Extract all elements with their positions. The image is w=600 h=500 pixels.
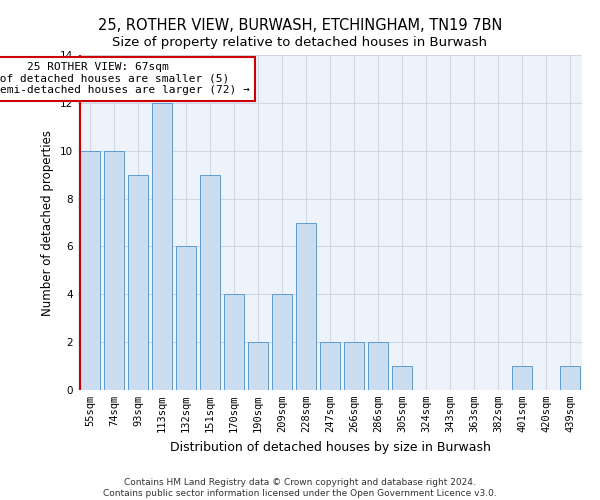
Bar: [176, 246, 196, 390]
Text: Contains HM Land Registry data © Crown copyright and database right 2024.
Contai: Contains HM Land Registry data © Crown c…: [103, 478, 497, 498]
Text: 25 ROTHER VIEW: 67sqm
← 6% of detached houses are smaller (5)
94% of semi-detach: 25 ROTHER VIEW: 67sqm ← 6% of detached h…: [0, 62, 250, 96]
X-axis label: Distribution of detached houses by size in Burwash: Distribution of detached houses by size …: [170, 440, 490, 454]
Bar: [152, 103, 172, 390]
Bar: [128, 174, 148, 390]
Y-axis label: Number of detached properties: Number of detached properties: [41, 130, 55, 316]
Bar: [248, 342, 268, 390]
Bar: [200, 174, 220, 390]
Bar: [224, 294, 244, 390]
Bar: [272, 294, 292, 390]
Bar: [512, 366, 532, 390]
Bar: [296, 222, 316, 390]
Bar: [80, 150, 100, 390]
Bar: [344, 342, 364, 390]
Text: 25, ROTHER VIEW, BURWASH, ETCHINGHAM, TN19 7BN: 25, ROTHER VIEW, BURWASH, ETCHINGHAM, TN…: [98, 18, 502, 32]
Bar: [320, 342, 340, 390]
Bar: [560, 366, 580, 390]
Text: Size of property relative to detached houses in Burwash: Size of property relative to detached ho…: [113, 36, 487, 49]
Bar: [368, 342, 388, 390]
Bar: [392, 366, 412, 390]
Bar: [104, 150, 124, 390]
